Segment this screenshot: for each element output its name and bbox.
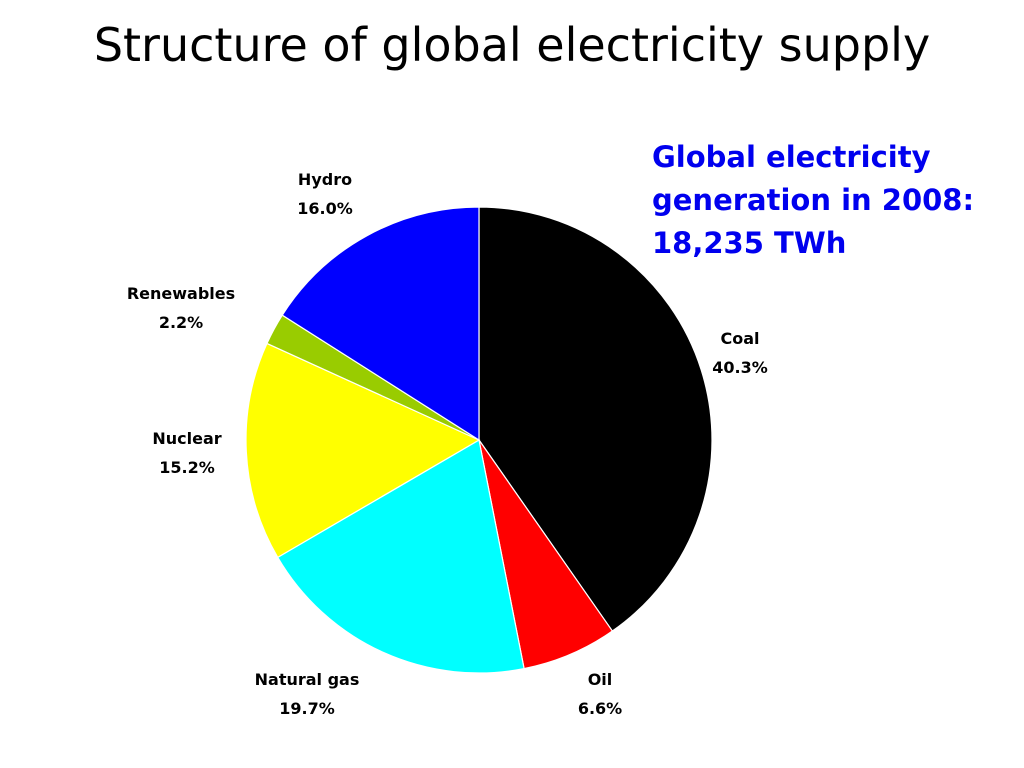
- slice-name: Coal: [720, 329, 759, 348]
- slice-label-oil: Oil 6.6%: [578, 670, 622, 718]
- slice-percent: 40.3%: [712, 358, 768, 377]
- slice-percent: 15.2%: [159, 458, 215, 477]
- pie-slice-natural-gas: [276, 439, 525, 674]
- pie-labels: Coal 40.3% Oil 6.6% Natural gas 19.7% Nuclear 1…: [127, 170, 768, 718]
- slice-label-natural-gas: Natural gas 19.7%: [255, 670, 360, 718]
- slide-title: Structure of global electricity supply: [93, 18, 931, 72]
- slice-label-coal: Coal 40.3%: [712, 329, 768, 377]
- slice-name: Hydro: [298, 170, 352, 189]
- callout-line-3: 18,235 TWh: [652, 226, 847, 260]
- slice-name: Oil: [588, 670, 613, 689]
- slice-name: Nuclear: [152, 429, 221, 448]
- pie-slice-nuclear: [245, 342, 481, 559]
- callout-line-2: generation in 2008:: [652, 183, 975, 217]
- slice-name: Natural gas: [255, 670, 360, 689]
- slice-percent: 16.0%: [297, 199, 353, 218]
- slice-percent: 6.6%: [578, 699, 622, 718]
- slice-percent: 2.2%: [159, 313, 203, 332]
- generation-callout: Global electricity generation in 2008: 1…: [652, 136, 1012, 265]
- slice-label-renewables: Renewables 2.2%: [127, 284, 235, 332]
- pie-slices: [245, 206, 713, 674]
- slice-label-nuclear: Nuclear 15.2%: [152, 429, 221, 477]
- slice-percent: 19.7%: [279, 699, 335, 718]
- pie-slice-hydro: [281, 206, 480, 442]
- callout-line-1: Global electricity: [652, 140, 931, 174]
- slice-label-hydro: Hydro 16.0%: [297, 170, 353, 218]
- slice-name: Renewables: [127, 284, 235, 303]
- pie-slice-coal: [478, 206, 713, 632]
